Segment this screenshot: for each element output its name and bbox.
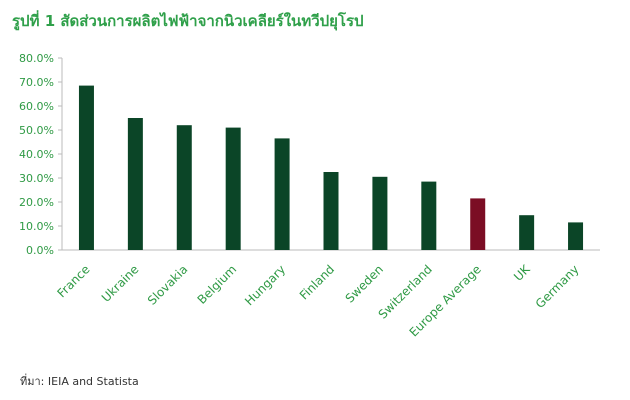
x-tick-label: Ukraine — [99, 262, 142, 305]
y-tick-label: 10.0% — [19, 220, 54, 233]
bar — [78, 85, 94, 250]
x-tick-label: Finland — [297, 262, 337, 302]
y-tick-label: 0.0% — [26, 244, 54, 257]
x-tick-label: Slovakia — [145, 262, 191, 308]
y-tick-label: 70.0% — [19, 76, 54, 89]
chart-title: รูปที่ 1 สัดส่วนการผลิตไฟฟ้าจากนิวเคลียร… — [12, 10, 364, 31]
x-tick-label: Hungary — [242, 262, 288, 308]
bar — [274, 138, 290, 250]
bar — [519, 215, 535, 250]
x-tick-label: France — [54, 262, 92, 300]
y-tick-label: 50.0% — [19, 124, 54, 137]
x-tick-label: Belgium — [195, 262, 240, 307]
y-tick-label: 60.0% — [19, 100, 54, 113]
bar — [372, 176, 388, 250]
source-note: ที่มา: IEIA and Statista — [20, 373, 139, 388]
bar — [568, 222, 584, 250]
bar — [127, 118, 143, 250]
x-tick-label: UK — [511, 261, 533, 283]
y-tick-label: 30.0% — [19, 172, 54, 185]
x-tick-label: Germany — [533, 262, 582, 311]
bar — [323, 172, 339, 250]
x-tick-label: Sweden — [343, 262, 386, 305]
bar — [470, 198, 486, 250]
bar — [176, 125, 192, 250]
y-tick-label: 80.0% — [19, 52, 54, 65]
y-tick-label: 20.0% — [19, 196, 54, 209]
y-tick-label: 40.0% — [19, 148, 54, 161]
bar — [421, 181, 437, 250]
bar — [225, 127, 241, 250]
